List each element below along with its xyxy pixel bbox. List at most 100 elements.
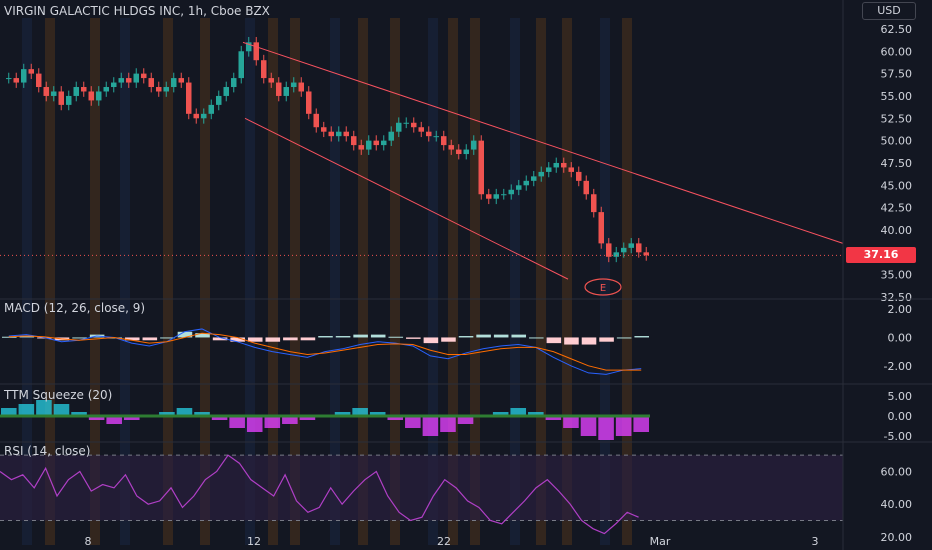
ttm-bar [369,412,386,416]
candle-body [103,87,109,92]
macd-histogram-bar [529,337,544,339]
ttm-bar [492,412,509,416]
session-stripe [245,18,255,545]
candle-body [58,91,64,105]
ttm-bar [299,416,316,420]
candle-body [598,212,604,244]
ttm-bar [334,412,351,416]
candle-body [178,78,184,83]
macd-histogram-bar [195,333,210,338]
ttm-bar [194,412,210,416]
earnings-marker [584,278,622,296]
time-tick-label: 22 [437,535,451,548]
macd-histogram-bar [406,337,421,339]
macd-histogram-bar [300,337,316,341]
candle-body [643,252,649,256]
candle-body [156,87,162,92]
candle-body [576,171,582,181]
candle-body [261,60,267,79]
candle-body [283,87,289,96]
macd-histogram-bar [564,337,579,345]
candle-body [81,87,87,92]
candle-body [546,167,552,172]
session-stripe [120,18,130,545]
currency-button[interactable]: USD [862,2,916,20]
candle-body [73,87,79,96]
macd-histogram-bar [142,337,158,341]
candle-body [456,149,462,155]
macd-histogram-bar [441,337,456,342]
candle-body [96,91,102,101]
candle-body [268,78,274,83]
macd-pane [2,328,649,375]
candle-body [606,243,612,257]
session-stripe [200,18,210,545]
candle-body [163,87,169,92]
macd-histogram-bar [370,334,386,338]
macd-tick-label: 2.00 [888,303,913,316]
ttm-bar [440,416,456,432]
macd-histogram-bar [546,337,562,344]
candle-body [66,95,72,105]
candle-body [253,42,259,61]
time-tick-label: Mar [650,535,671,548]
ttm-bar [510,408,527,416]
candle-body [88,91,94,101]
macd-histogram-bar [388,336,404,338]
rsi-tick-label: 60.00 [881,466,913,479]
macd-histogram-bar [160,337,175,339]
candle-body [583,180,589,195]
macd-histogram-bar [581,337,597,345]
ttm-bar [229,416,245,428]
ttm-title: TTM Squeeze (20) [4,388,113,402]
macd-histogram-bar [476,334,491,338]
ttm-bar [352,408,368,416]
price-tick-label: 55.00 [881,90,913,103]
candle-body [171,78,177,88]
ttm-tick-label: 0.00 [888,410,913,423]
candle-body [366,140,372,150]
candle-body [538,171,544,177]
candle-body [313,113,319,128]
rsi-line [0,454,639,535]
session-stripe [90,18,100,545]
price-tick-label: 52.50 [881,112,913,125]
ttm-bar [53,404,70,416]
macd-histogram-bar [353,334,368,338]
candle-body [351,136,357,146]
session-stripe [268,18,278,545]
candle-body [493,194,499,199]
candle-body [231,78,237,88]
candle-body [411,122,417,128]
candle-body [238,51,244,79]
candle-body [343,131,349,137]
candle-body [223,87,229,96]
macd-histogram-bar [511,334,527,338]
candle-body [118,78,124,83]
ttm-bar [1,408,17,416]
rsi-tick-label: 20.00 [881,531,913,544]
ttm-bar [211,416,228,420]
session-stripe [290,18,300,545]
candle-body [246,42,252,52]
macd-histogram-bar [335,336,351,338]
candle-body [433,136,439,138]
rsi-pane [0,454,843,535]
rsi-tick-label: 40.00 [881,498,913,511]
ttm-bar [633,416,649,432]
candle-body [373,140,379,146]
candle-body [561,162,567,168]
session-stripe [536,18,546,545]
candle-body [148,78,154,88]
macd-histogram-bar [19,336,35,338]
candle-body [276,82,282,96]
candle-body [13,78,19,83]
ttm-bar [615,416,632,436]
ttm-bar [18,404,35,416]
macd-histogram-bar [247,337,263,342]
candle-body [216,95,222,105]
rsi-title: RSI (14, close) [4,444,91,458]
session-stripe [470,18,480,545]
ttm-bar [528,412,544,416]
